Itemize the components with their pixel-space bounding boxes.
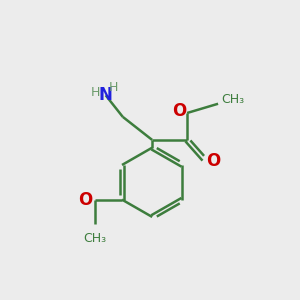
Text: CH₃: CH₃ [83,232,106,245]
Text: O: O [206,152,220,170]
Text: H: H [91,86,100,100]
Text: O: O [172,103,187,121]
Text: N: N [99,86,112,104]
Text: O: O [78,190,93,208]
Text: H: H [109,81,118,94]
Text: CH₃: CH₃ [221,93,244,106]
